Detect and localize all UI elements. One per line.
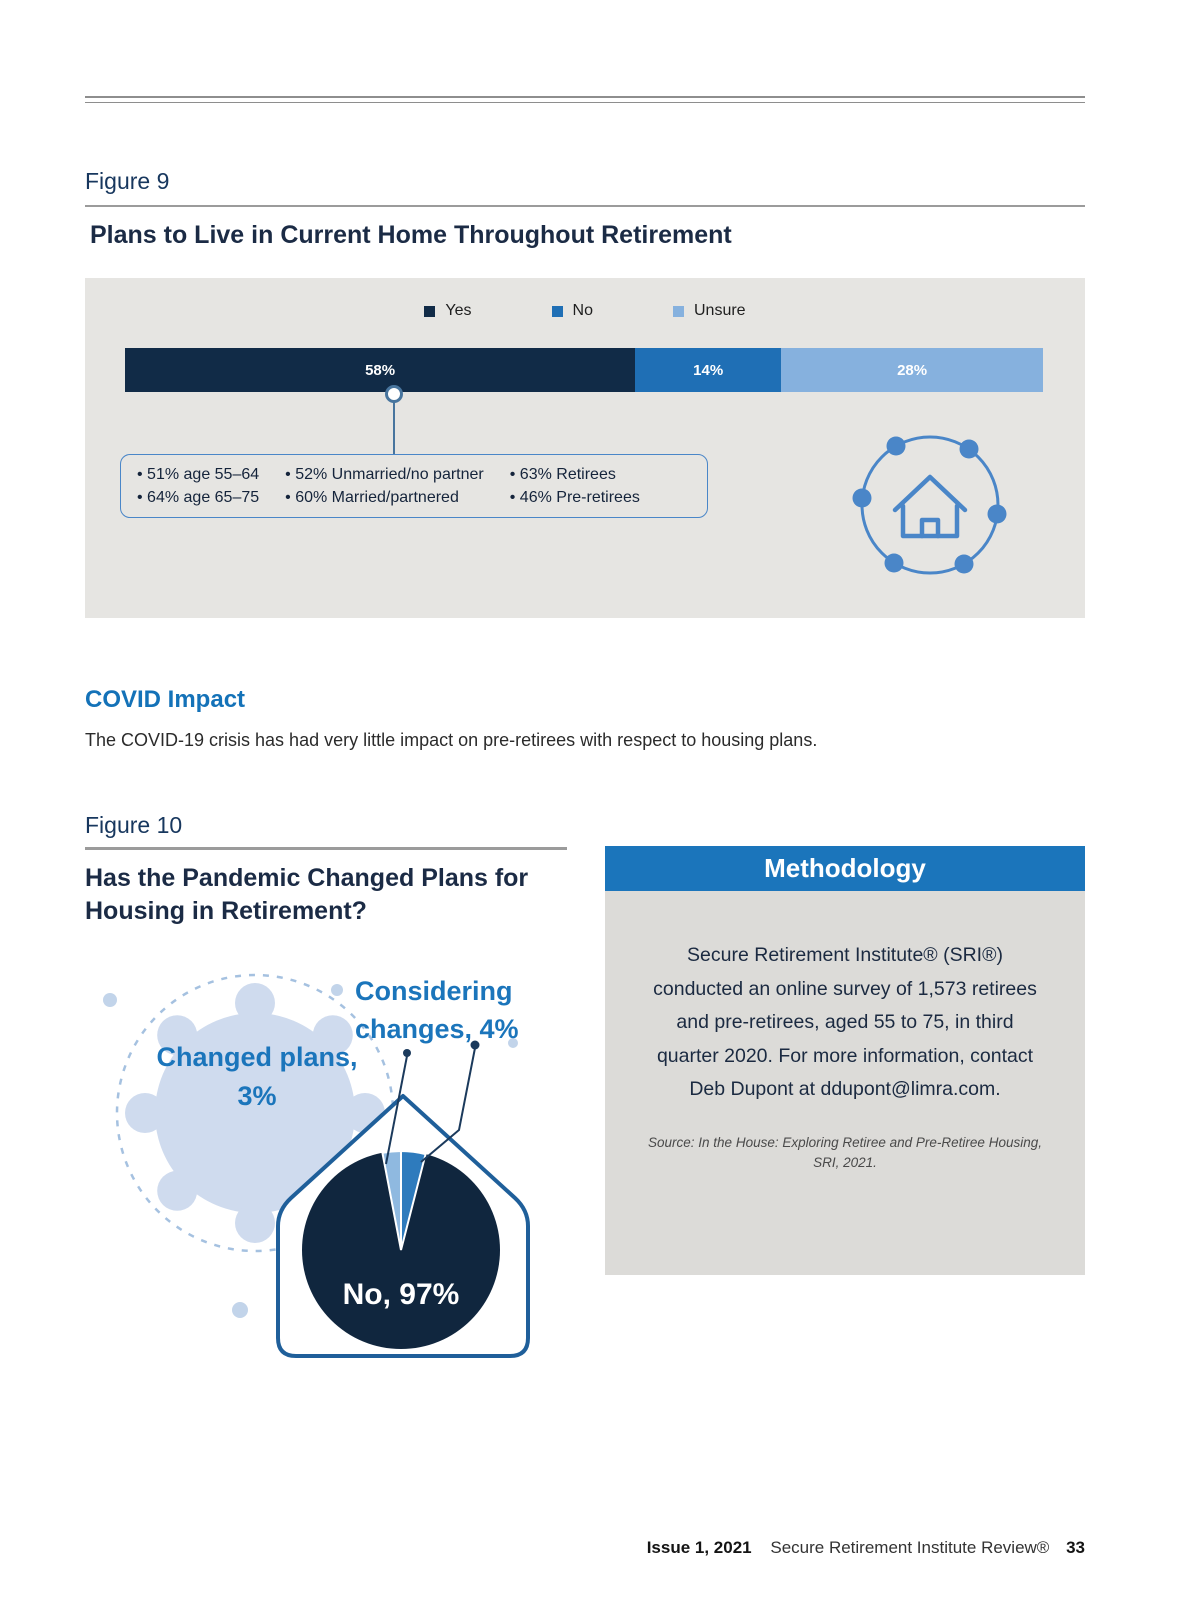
figure9-title: Plans to Live in Current Home Throughout… xyxy=(90,221,732,249)
callout-column-age: 51% age 55–64 64% age 65–75 xyxy=(137,466,259,507)
legend-item-unsure: Unsure xyxy=(672,302,746,320)
footer-page-number: 33 xyxy=(1066,1538,1085,1557)
legend-swatch-unsure xyxy=(672,305,684,317)
legend-label-unsure: Unsure xyxy=(693,302,746,319)
chart-legend: Yes No Unsure xyxy=(85,302,1085,320)
bar-segment-no-label: 14% xyxy=(693,361,724,379)
bar-segment-unsure: 28% xyxy=(781,348,1043,392)
callout-column-marital: 52% Unmarried/no partner 60% Married/par… xyxy=(285,466,484,507)
top-double-rule xyxy=(85,96,1085,103)
callout-column-retirement-status: 63% Retirees 46% Pre-retirees xyxy=(510,466,640,507)
methodology-body: Secure Retirement Institute® (SRI®) cond… xyxy=(653,944,1037,1101)
callout-item: 60% Married/partnered xyxy=(285,489,484,507)
figure10-rule xyxy=(85,847,567,850)
pie-changed-label: Changed plans, 3% xyxy=(156,1042,358,1112)
pie-slice-changed xyxy=(381,1149,402,1251)
figure10-title: Has the Pandemic Changed Plans for Housi… xyxy=(85,864,529,925)
footer-issue: Issue 1, 2021 xyxy=(646,1538,752,1557)
coronavirus-icon xyxy=(125,983,385,1243)
figure9-label: Figure 9 xyxy=(85,168,170,194)
callout-connector-line xyxy=(393,400,395,454)
legend-swatch-no xyxy=(551,305,563,317)
callout-item: 63% Retirees xyxy=(510,466,640,484)
leader-dot-considering xyxy=(470,1040,480,1050)
figure10-label: Figure 10 xyxy=(85,812,183,838)
page-footer: Issue 1, 2021 Secure Retirement Institut… xyxy=(647,1538,1085,1558)
yes-segment-callout-box: 51% age 55–64 64% age 65–75 52% Unmarrie… xyxy=(120,454,708,518)
bar-segment-no: 14% xyxy=(635,348,782,392)
footer-journal-title: Secure Retirement Institute Review® xyxy=(770,1538,1050,1557)
leader-dot-changed xyxy=(403,1049,411,1057)
legend-swatch-yes xyxy=(424,305,436,317)
decorative-dots xyxy=(103,984,518,1318)
methodology-panel: Secure Retirement Institute® (SRI®) cond… xyxy=(605,891,1085,1275)
leader-lines xyxy=(385,1047,476,1165)
methodology-source: Source: In the House: Exploring Retiree … xyxy=(648,1134,1042,1170)
callout-item: 51% age 55–64 xyxy=(137,466,259,484)
pie-no-label: No, 97% xyxy=(343,1278,460,1311)
legend-item-no: No xyxy=(551,302,593,320)
stacked-bar: 58% 14% 28% xyxy=(125,348,1043,392)
methodology-header: Methodology xyxy=(605,846,1085,891)
callout-item: 64% age 65–75 xyxy=(137,489,259,507)
legend-label-no: No xyxy=(572,302,593,319)
callout-item: 46% Pre-retirees xyxy=(510,489,640,507)
callout-item: 52% Unmarried/no partner xyxy=(285,466,484,484)
figure9-chart-panel: Yes No Unsure 58% 14% 28% xyxy=(85,278,1085,618)
house-network-icon xyxy=(852,435,1007,575)
bar-segment-yes-label: 58% xyxy=(365,361,396,379)
bar-segment-yes: 58% xyxy=(125,348,636,392)
pie-chart: No, 97% xyxy=(302,1149,500,1349)
legend-item-yes: Yes xyxy=(424,302,472,320)
covid-impact-paragraph: The COVID-19 crisis has had very little … xyxy=(85,730,818,750)
figure9-rule xyxy=(85,205,1085,207)
figure10-graphic: No, 97% Changed plans, 3% Considering ch… xyxy=(85,948,605,1413)
bar-segment-unsure-label: 28% xyxy=(897,361,928,379)
legend-label-yes: Yes xyxy=(445,302,472,319)
house-icon xyxy=(892,474,968,539)
pie-considering-label: Considering changes, 4% xyxy=(355,976,519,1044)
covid-impact-heading: COVID Impact xyxy=(85,686,246,713)
